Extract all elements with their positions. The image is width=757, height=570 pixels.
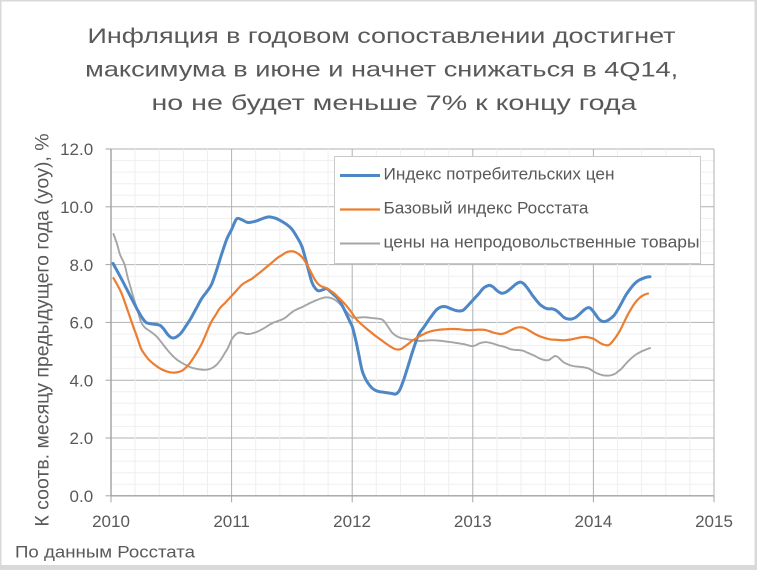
- svg-text:цены на непродовольственные то: цены на непродовольственные товары: [384, 233, 700, 252]
- svg-text:Инфляция в годовом сопоставлен: Инфляция в годовом сопоставлении достигн…: [88, 25, 676, 48]
- svg-text:По данным Росстата: По данным Росстата: [15, 543, 196, 562]
- svg-text:0.0: 0.0: [70, 487, 94, 506]
- svg-text:Базовый индекс Росстата: Базовый индекс Росстата: [384, 199, 590, 218]
- svg-text:2013: 2013: [454, 512, 492, 531]
- svg-text:максимума в июне и начнет сниж: максимума в июне и начнет снижаться в 4Q…: [85, 59, 678, 82]
- svg-text:2012: 2012: [333, 512, 371, 531]
- svg-text:2010: 2010: [92, 512, 130, 531]
- svg-text:но не будет меньше 7% к концу: но не будет меньше 7% к концу года: [152, 92, 637, 115]
- svg-text:8.0: 8.0: [70, 256, 94, 275]
- svg-text:К соотв. месяцу предыдущего го: К соотв. месяцу предыдущего года (yoy), …: [31, 133, 53, 526]
- svg-text:4.0: 4.0: [70, 371, 94, 390]
- svg-text:2011: 2011: [213, 512, 250, 531]
- svg-text:2.0: 2.0: [70, 429, 94, 448]
- svg-text:2014: 2014: [574, 512, 612, 531]
- svg-text:10.0: 10.0: [60, 198, 93, 217]
- svg-text:6.0: 6.0: [70, 314, 94, 333]
- svg-text:Индекс потребительских цен: Индекс потребительских цен: [384, 165, 615, 184]
- svg-text:2015: 2015: [695, 512, 733, 531]
- svg-text:12.0: 12.0: [60, 140, 93, 159]
